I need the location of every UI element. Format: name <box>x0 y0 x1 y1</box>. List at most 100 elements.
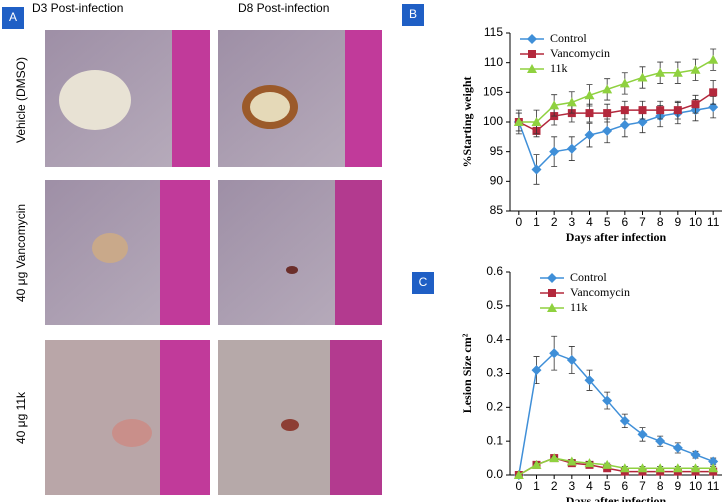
marker <box>547 303 557 312</box>
marker <box>549 146 560 157</box>
x-tick-label: 3 <box>568 215 575 229</box>
ruler <box>330 340 382 495</box>
series-line <box>518 352 714 476</box>
marker <box>708 102 719 113</box>
marker <box>531 365 542 376</box>
lesion <box>281 419 299 431</box>
ruler <box>172 30 210 167</box>
x-tick-label: 10 <box>689 215 703 229</box>
marker <box>691 100 700 109</box>
marker <box>584 458 595 468</box>
x-tick-label: 6 <box>621 215 628 229</box>
marker <box>690 463 701 473</box>
marker <box>655 463 666 473</box>
y-tick-label: 0.0 <box>486 467 503 481</box>
marker <box>513 117 524 126</box>
marker <box>566 456 577 466</box>
ruler <box>335 180 382 325</box>
x-tick-label: 11 <box>707 479 720 493</box>
panel-label: C <box>419 275 428 289</box>
marker <box>584 90 595 100</box>
x-tick-label: 4 <box>586 215 593 229</box>
x-tick-label: 10 <box>689 479 703 493</box>
x-tick-label: 6 <box>621 479 628 493</box>
row-label: Vehicle (DMSO) <box>14 57 28 143</box>
marker <box>584 130 595 141</box>
y-tick-label: 85 <box>490 203 504 217</box>
marker <box>672 442 683 453</box>
marker <box>566 97 577 107</box>
y-tick-label: 115 <box>484 25 503 39</box>
marker <box>513 470 524 479</box>
x-tick-label: 9 <box>674 479 681 493</box>
x-tick-label: 4 <box>586 479 593 493</box>
x-tick-label: 7 <box>639 215 646 229</box>
x-tick-label: 2 <box>551 479 558 493</box>
y-tick-label: 90 <box>490 174 504 188</box>
legend-label: 11k <box>550 61 568 75</box>
marker <box>566 354 577 365</box>
x-tick-label: 0 <box>515 215 522 229</box>
panel-label: A <box>9 10 17 24</box>
x-tick-label: 0 <box>515 479 522 493</box>
x-tick-label: 8 <box>657 215 664 229</box>
marker <box>637 72 648 82</box>
panel-badge <box>2 7 24 29</box>
marker <box>708 463 719 473</box>
marker <box>619 415 630 426</box>
column-label: D8 Post-infection <box>238 1 329 15</box>
lesion <box>250 92 290 122</box>
row-label: 40 μg 11k <box>14 391 28 444</box>
marker <box>527 64 537 73</box>
x-tick-label: 2 <box>551 215 558 229</box>
series-line <box>518 106 714 171</box>
marker <box>637 117 648 127</box>
ruler <box>160 180 210 325</box>
lesion <box>59 70 131 130</box>
marker <box>619 78 630 88</box>
y-tick-label: 95 <box>490 144 504 158</box>
legend-label: 11k <box>570 300 588 314</box>
marker <box>566 143 577 154</box>
marker <box>531 459 542 469</box>
x-tick-label: 11 <box>707 215 720 229</box>
marker <box>708 54 719 64</box>
marker <box>549 348 560 359</box>
marker <box>690 449 701 460</box>
marker <box>548 289 556 297</box>
marker <box>655 436 666 447</box>
lesion <box>286 266 298 274</box>
y-tick-label: 0.3 <box>486 366 503 380</box>
marker <box>620 106 629 115</box>
lesion <box>92 233 128 263</box>
y-axis-label: Lesion Size cm² <box>460 333 474 413</box>
lesion <box>112 419 152 447</box>
x-tick-label: 5 <box>604 479 611 493</box>
x-axis-label: Days after infection <box>566 230 667 244</box>
marker <box>602 459 613 469</box>
y-tick-label: 110 <box>484 55 503 69</box>
marker <box>547 273 557 283</box>
legend-label: Vancomycin <box>570 285 630 299</box>
panel-label: B <box>409 7 417 21</box>
marker <box>602 395 613 406</box>
legend-label: Control <box>570 270 607 284</box>
marker <box>619 119 630 130</box>
y-tick-label: 0.6 <box>486 264 503 278</box>
marker <box>709 88 718 97</box>
x-tick-label: 3 <box>568 479 575 493</box>
marker <box>603 109 612 118</box>
legend-label: Vancomycin <box>550 46 610 60</box>
marker <box>602 84 613 94</box>
series-line <box>518 457 714 476</box>
x-tick-label: 1 <box>533 215 540 229</box>
x-axis-label: Days after infection <box>566 494 667 502</box>
x-tick-label: 1 <box>533 479 540 493</box>
panel-badge <box>412 272 434 294</box>
marker <box>637 429 648 440</box>
row-label: 40 μg Vancomycin <box>14 204 28 302</box>
marker <box>655 67 666 77</box>
marker <box>527 34 537 44</box>
column-label: D3 Post-infection <box>32 1 123 15</box>
